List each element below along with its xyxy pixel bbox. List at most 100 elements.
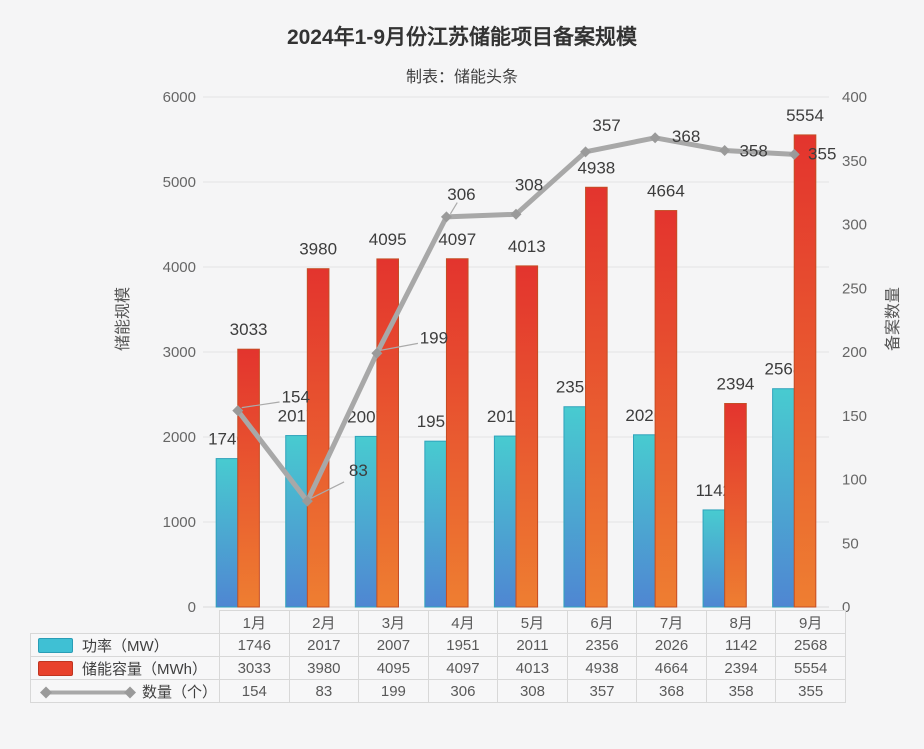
bar-label: 4095 bbox=[369, 230, 407, 249]
bar-label: 2017 bbox=[278, 407, 316, 426]
right-axis-tick: 350 bbox=[842, 153, 867, 170]
value-cell: 368 bbox=[636, 679, 707, 703]
right-axis-title: 备案数量 bbox=[884, 287, 902, 351]
value-cell: 2007 bbox=[358, 633, 429, 657]
value-cell: 4097 bbox=[427, 656, 499, 680]
left-axis-tick: 1000 bbox=[163, 514, 196, 531]
bar-capacity-1月 bbox=[237, 348, 260, 608]
value-cell: 2026 bbox=[636, 633, 707, 657]
line-label: 358 bbox=[739, 142, 767, 161]
legend-cell: 功率（MW） bbox=[29, 633, 221, 657]
value-cell: 154 bbox=[219, 679, 290, 703]
line-label: 368 bbox=[672, 127, 700, 146]
bar-capacity-4月 bbox=[445, 258, 469, 608]
line-marker-1月 bbox=[232, 405, 244, 417]
value-cell: 358 bbox=[705, 679, 777, 703]
value-cell: 4095 bbox=[358, 656, 429, 680]
table-row: 功率（MW） 1746 2017 2007 1951 2011 2356 2026 1142 25… bbox=[29, 633, 846, 657]
combo-chart: 0 1000 2000 3000 4000 5000 6000 0 50 100 150 200 250… bbox=[114, 89, 902, 612]
bar-label: 2356 bbox=[556, 378, 594, 397]
right-axis-tick: 150 bbox=[842, 408, 867, 425]
line-marker-8月 bbox=[719, 145, 731, 157]
bar-label: 4938 bbox=[577, 158, 615, 177]
bar-power-2月 bbox=[285, 435, 308, 608]
month-header-cell: 7月 bbox=[636, 610, 707, 634]
bar-power-7月 bbox=[633, 434, 656, 608]
count-line-legend-icon bbox=[40, 686, 136, 698]
chart-title: 2024年1-9月份江苏储能项目备案规模 bbox=[286, 26, 638, 49]
right-axis-tick: 100 bbox=[842, 472, 867, 489]
label-leader-line bbox=[380, 342, 419, 351]
bar-capacity-9月 bbox=[793, 134, 817, 608]
value-cell: 83 bbox=[288, 679, 360, 703]
line-label: 357 bbox=[592, 116, 620, 135]
line-label: 306 bbox=[447, 185, 475, 204]
line-label: 154 bbox=[282, 388, 310, 407]
line-label: 308 bbox=[515, 175, 543, 194]
left-axis-tick: 3000 bbox=[163, 344, 196, 361]
bar-label: 3980 bbox=[299, 240, 337, 259]
line-label: 83 bbox=[349, 461, 368, 480]
bar-power-9月 bbox=[772, 388, 795, 608]
value-cell: 3033 bbox=[219, 656, 290, 680]
left-axis-tick: 4000 bbox=[163, 259, 196, 276]
right-axis-tick: 200 bbox=[842, 344, 867, 361]
data-table: 1月 2月 3月 4月 5月 6月 7月 8月 9月 功率（MW） 1746 2017 2007 1951… bbox=[29, 610, 846, 703]
value-cell: 4664 bbox=[636, 656, 707, 680]
right-axis-tick: 250 bbox=[842, 280, 867, 297]
value-cell: 5554 bbox=[775, 656, 846, 680]
label-leader-line bbox=[311, 481, 345, 499]
label-leader-line bbox=[449, 202, 458, 215]
bar-label: 2568 bbox=[765, 360, 803, 379]
bar-capacity-3月 bbox=[376, 258, 399, 608]
value-cell: 1142 bbox=[705, 633, 777, 657]
left-axis-tick: 0 bbox=[188, 599, 196, 612]
line-marker-6月 bbox=[580, 146, 592, 158]
month-header-cell: 5月 bbox=[497, 610, 568, 634]
bar-label: 4664 bbox=[647, 182, 685, 201]
table-corner-cell bbox=[31, 611, 220, 634]
bar-label: 5554 bbox=[786, 106, 824, 125]
bar-label: 4097 bbox=[438, 230, 476, 249]
legend-label: 数量（个） bbox=[142, 683, 218, 701]
bar-label: 1951 bbox=[417, 412, 455, 431]
power-legend-swatch-icon bbox=[38, 637, 73, 653]
left-axis-tick: 2000 bbox=[163, 429, 196, 446]
value-cell: 4013 bbox=[497, 656, 568, 680]
chart-subtitle: 制表：储能头条 bbox=[405, 69, 518, 86]
bar-capacity-2月 bbox=[306, 268, 330, 608]
value-cell: 2394 bbox=[705, 656, 777, 680]
month-header-cell: 2月 bbox=[288, 610, 360, 634]
value-cell: 357 bbox=[566, 679, 638, 703]
value-cell: 2356 bbox=[566, 633, 638, 657]
month-header-cell: 8月 bbox=[705, 610, 777, 634]
value-cell: 3980 bbox=[288, 656, 360, 680]
line-marker-7月 bbox=[649, 132, 661, 144]
bar-capacity-6月 bbox=[585, 186, 608, 608]
left-axis-tick: 6000 bbox=[163, 89, 196, 106]
bar-label: 1746 bbox=[208, 430, 246, 449]
bar-label: 2007 bbox=[347, 407, 385, 426]
capacity-legend-swatch-icon bbox=[38, 660, 73, 676]
bar-label: 2394 bbox=[717, 375, 755, 394]
right-axis-tick: 400 bbox=[842, 89, 867, 106]
month-header-cell: 3月 bbox=[358, 610, 429, 634]
bar-label: 4013 bbox=[508, 237, 546, 256]
line-marker-3月 bbox=[371, 347, 383, 359]
left-axis-tick: 5000 bbox=[163, 174, 196, 191]
bar-label: 2026 bbox=[625, 406, 663, 425]
bar-power-4月 bbox=[424, 440, 447, 608]
bar-capacity-8月 bbox=[724, 403, 747, 608]
legend-label: 功率（MW） bbox=[82, 637, 169, 655]
legend-cell: 数量（个） bbox=[29, 679, 221, 703]
value-cell: 2011 bbox=[497, 633, 568, 657]
table-row: 数量（个） 154 83 199 306 308 357 368 358 355 bbox=[29, 679, 846, 703]
month-header-cell: 6月 bbox=[566, 610, 638, 634]
bar-power-1月 bbox=[215, 458, 239, 608]
value-cell: 306 bbox=[427, 679, 499, 703]
month-header-cell: 1月 bbox=[219, 610, 290, 634]
value-cell: 1951 bbox=[427, 633, 499, 657]
bar-capacity-5月 bbox=[515, 265, 539, 608]
legend-cell: 储能容量（MWh） bbox=[29, 656, 221, 680]
